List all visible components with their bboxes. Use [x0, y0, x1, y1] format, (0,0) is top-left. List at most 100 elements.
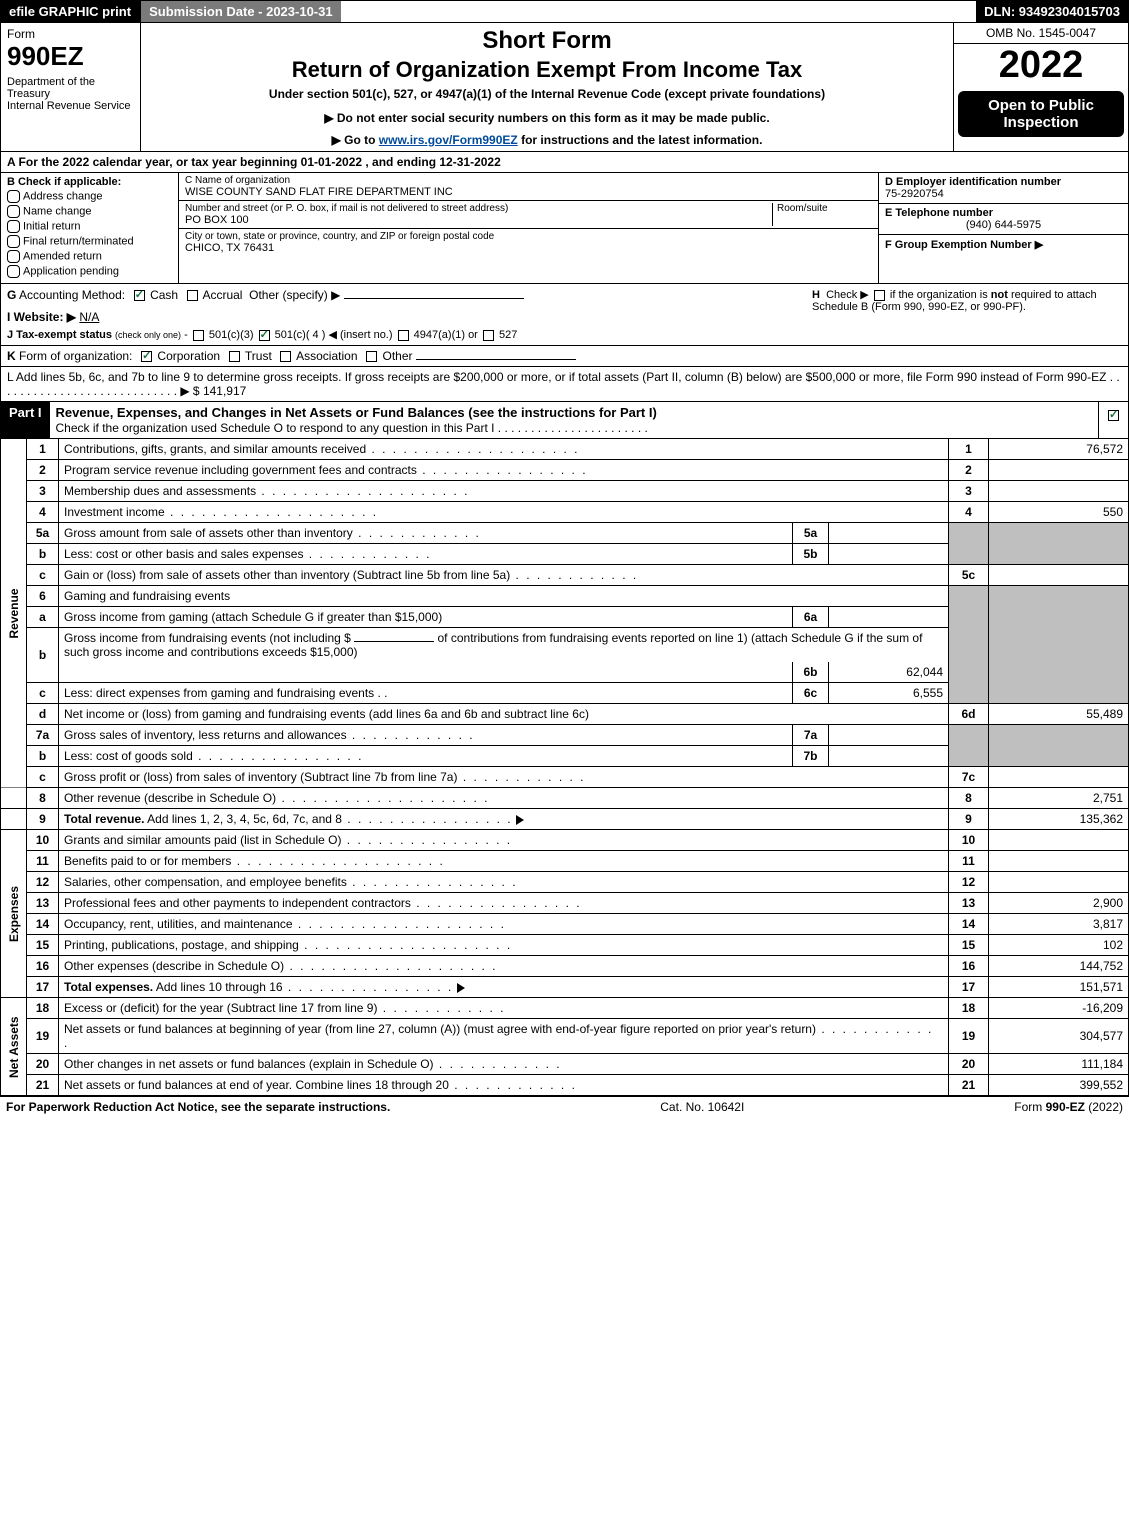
ln: a	[27, 607, 59, 628]
desc: Other changes in net assets or fund bala…	[59, 1054, 949, 1075]
department: Department of the Treasury Internal Reve…	[7, 76, 134, 112]
checkbox-icon[interactable]	[7, 265, 20, 278]
desc: Net assets or fund balances at beginning…	[59, 1019, 949, 1054]
telephone: (940) 644-5975	[885, 219, 1122, 231]
line-a-text: A For the 2022 calendar year, or tax yea…	[7, 155, 501, 169]
ln: 17	[27, 977, 59, 998]
val: -16,209	[989, 998, 1129, 1019]
val: 3,817	[989, 914, 1129, 935]
ln: 6	[27, 586, 59, 607]
val: 304,577	[989, 1019, 1129, 1054]
ln: 7a	[27, 725, 59, 746]
numcol: 9	[949, 809, 989, 830]
numcol: 16	[949, 956, 989, 977]
desc: Gross amount from sale of assets other t…	[59, 523, 793, 544]
subln: 6a	[793, 607, 829, 628]
checkbox-icon[interactable]	[7, 250, 20, 263]
val: 135,362	[989, 809, 1129, 830]
form-number: 990EZ	[7, 41, 134, 72]
numcol: 12	[949, 872, 989, 893]
desc: Less: cost of goods sold	[59, 746, 793, 767]
subval	[829, 544, 949, 565]
part-title: Revenue, Expenses, and Changes in Net As…	[50, 402, 1098, 438]
desc: Other revenue (describe in Schedule O)	[59, 788, 949, 809]
tel-row: E Telephone number (940) 644-5975	[879, 204, 1128, 235]
ln: 9	[27, 809, 59, 830]
part-i-block: Part I Revenue, Expenses, and Changes in…	[1, 402, 1098, 438]
checkbox-icon[interactable]	[193, 330, 204, 341]
checkbox-icon[interactable]	[7, 220, 20, 233]
grey-cell	[949, 586, 989, 704]
ln: 3	[27, 481, 59, 502]
checkbox-icon[interactable]	[187, 290, 198, 301]
org-name-row: C Name of organization WISE COUNTY SAND …	[179, 173, 878, 201]
ln: 14	[27, 914, 59, 935]
val: 2,751	[989, 788, 1129, 809]
grey-cell	[949, 523, 989, 565]
section-c: C Name of organization WISE COUNTY SAND …	[179, 173, 878, 283]
sub3-post: for instructions and the latest informat…	[518, 133, 763, 147]
subln: 7a	[793, 725, 829, 746]
ln: 8	[27, 788, 59, 809]
checkbox-icon[interactable]	[7, 205, 20, 218]
desc: Other expenses (describe in Schedule O)	[59, 956, 949, 977]
subtitle-2: ▶ Do not enter social security numbers o…	[147, 111, 947, 125]
line-a: A For the 2022 calendar year, or tax yea…	[0, 152, 1129, 173]
chk-address: Address change	[7, 190, 172, 203]
street: PO BOX 100	[185, 214, 772, 226]
omb-number: OMB No. 1545-0047	[954, 23, 1128, 44]
checkbox-icon[interactable]	[7, 235, 20, 248]
foot-right: Form 990-EZ (2022)	[1014, 1100, 1123, 1114]
checkbox-icon[interactable]	[134, 290, 145, 301]
b-title: B Check if applicable:	[7, 176, 121, 188]
desc: Less: cost or other basis and sales expe…	[59, 544, 793, 565]
subln: 5b	[793, 544, 829, 565]
chk-label: Amended return	[23, 250, 102, 262]
desc: Professional fees and other payments to …	[59, 893, 949, 914]
checkbox-icon	[1108, 410, 1119, 421]
chk-label: Application pending	[23, 265, 119, 277]
checkbox-icon[interactable]	[280, 351, 291, 362]
numcol: 2	[949, 460, 989, 481]
numcol: 3	[949, 481, 989, 502]
subln: 6b	[793, 662, 829, 683]
val	[989, 872, 1129, 893]
chk-label: Initial return	[23, 220, 80, 232]
checkbox-icon[interactable]	[398, 330, 409, 341]
val: 144,752	[989, 956, 1129, 977]
checkbox-icon[interactable]	[7, 190, 20, 203]
tax-year: 2022	[954, 44, 1128, 87]
grey-cell	[949, 725, 989, 767]
part-title-text: Revenue, Expenses, and Changes in Net As…	[56, 405, 657, 420]
checkbox-icon[interactable]	[259, 330, 270, 341]
desc: Occupancy, rent, utilities, and maintena…	[59, 914, 949, 935]
part-checkbox[interactable]	[1098, 402, 1128, 438]
numcol: 21	[949, 1075, 989, 1096]
subval: 62,044	[829, 662, 949, 683]
numcol: 1	[949, 439, 989, 460]
form-word: Form	[7, 27, 134, 41]
ein: 75-2920754	[885, 188, 944, 200]
ln: d	[27, 704, 59, 725]
irs-link[interactable]: www.irs.gov/Form990EZ	[379, 133, 518, 147]
val: 111,184	[989, 1054, 1129, 1075]
ln: 13	[27, 893, 59, 914]
checkbox-icon[interactable]	[229, 351, 240, 362]
desc: Benefits paid to or for members	[59, 851, 949, 872]
numcol: 8	[949, 788, 989, 809]
desc: Gross income from gaming (attach Schedul…	[59, 607, 793, 628]
open-inspection: Open to Public Inspection	[958, 91, 1124, 137]
checkbox-icon[interactable]	[483, 330, 494, 341]
ln: 18	[27, 998, 59, 1019]
checkbox-icon[interactable]	[366, 351, 377, 362]
checkbox-icon[interactable]	[141, 351, 152, 362]
ln: c	[27, 565, 59, 586]
checkbox-icon[interactable]	[874, 290, 885, 301]
ln: 2	[27, 460, 59, 481]
desc: Grants and similar amounts paid (list in…	[59, 830, 949, 851]
subval	[829, 746, 949, 767]
val	[989, 565, 1129, 586]
form-header: Form 990EZ Department of the Treasury In…	[0, 23, 1129, 152]
part-sub: Check if the organization used Schedule …	[56, 421, 648, 435]
desc: Total revenue. Add lines 1, 2, 3, 4, 5c,…	[59, 809, 949, 830]
